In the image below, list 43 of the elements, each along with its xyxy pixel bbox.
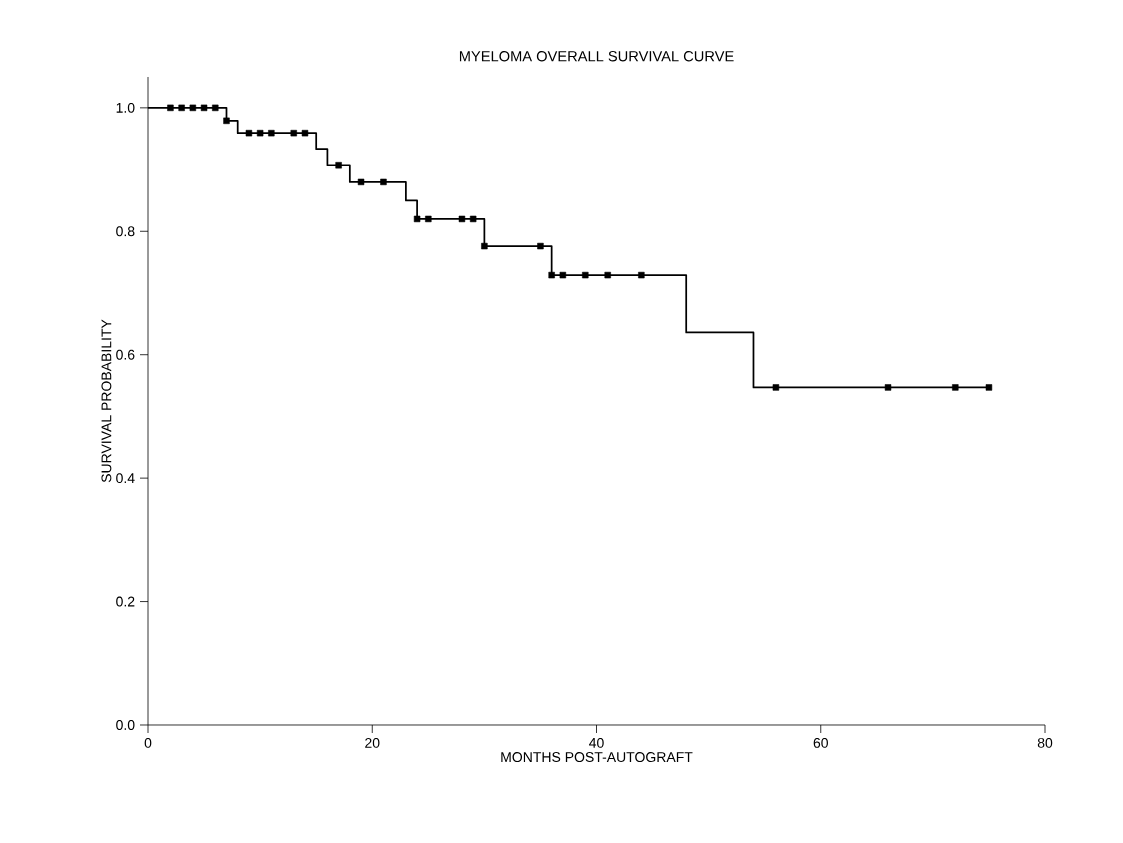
x-axis-title: MONTHS POST-AUTOGRAFT <box>501 752 693 763</box>
point <box>189 104 197 112</box>
x-tick-label: 80 <box>1037 737 1053 748</box>
point <box>604 271 611 279</box>
point <box>559 271 567 279</box>
point <box>178 104 185 112</box>
point <box>212 104 219 112</box>
point <box>256 129 264 137</box>
point <box>268 129 275 137</box>
point <box>772 384 780 391</box>
x-tick-label: 40 <box>589 737 604 748</box>
point <box>985 384 993 391</box>
y-tick-label: 0.2 <box>116 596 135 607</box>
y-tick-label: 0.0 <box>116 720 135 730</box>
point <box>469 215 477 223</box>
point <box>200 104 208 112</box>
point <box>481 242 488 250</box>
point <box>357 178 365 186</box>
point <box>290 129 297 137</box>
point <box>335 162 342 169</box>
y-tick-label: 0.6 <box>116 349 135 360</box>
chart-title: MYELOMA OVERALL SURVIVAL CURVE <box>459 51 734 62</box>
point <box>638 271 645 279</box>
y-axis-title: SURVIVAL PROBABILITY <box>101 319 112 483</box>
point <box>223 117 230 125</box>
x-tick-label: 60 <box>813 737 828 748</box>
y-tick-label: 1.0 <box>116 102 135 113</box>
point <box>458 215 466 223</box>
point <box>167 104 174 112</box>
y-tick-label: 0.4 <box>116 473 135 484</box>
point <box>380 178 387 186</box>
point <box>537 242 544 250</box>
x-tick-label: 20 <box>365 737 380 748</box>
point <box>301 129 309 137</box>
point <box>245 129 253 137</box>
point <box>582 271 589 279</box>
point <box>413 215 421 223</box>
point <box>548 271 555 279</box>
y-tick-label: 0.8 <box>116 226 135 237</box>
point <box>425 215 432 223</box>
point <box>884 384 892 391</box>
x-tick-label: 0 <box>144 737 152 748</box>
point <box>952 384 959 391</box>
